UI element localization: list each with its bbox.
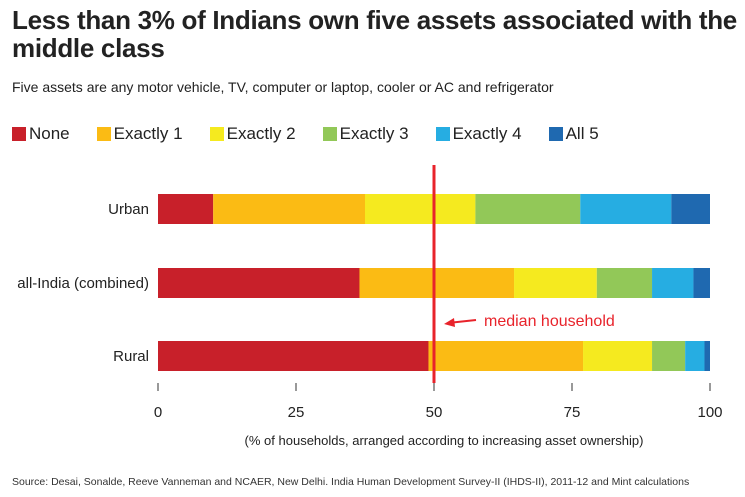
bar-segment-2-4 — [685, 341, 705, 371]
legend-item-2: Exactly 2 — [209, 124, 296, 144]
legend-item-1: Exactly 1 — [96, 124, 183, 144]
legend-swatch-0 — [12, 127, 26, 141]
bar-segment-2-5 — [704, 341, 710, 371]
bar-segment-1-1 — [359, 268, 515, 298]
annotation-arrow-head — [444, 318, 455, 327]
bar-segment-0-1 — [213, 194, 365, 224]
x-tick-label-4: 100 — [697, 404, 722, 421]
legend-item-3: Exactly 3 — [322, 124, 409, 144]
legend-label-5: All 5 — [565, 124, 599, 143]
annotation-label: median household — [484, 313, 615, 330]
chart-title: Less than 3% of Indians own five assets … — [12, 5, 737, 63]
legend-swatch-4 — [435, 127, 450, 141]
legend-item-5: All 5 — [548, 124, 599, 144]
legend-label-4: Exactly 4 — [452, 124, 522, 143]
stacked-bar-chart: Urban all-India (combined) Rural 0 25 50 75 100… — [17, 165, 723, 448]
x-tick-label-1: 25 — [288, 404, 305, 421]
legend-swatch-2 — [209, 127, 224, 141]
category-label-2: Rural — [113, 348, 149, 365]
category-label-1: all-India (combined) — [17, 275, 149, 292]
legend-item-0: None — [12, 124, 70, 144]
source-note: Source: Desai, Sonalde, Reeve Vanneman a… — [12, 476, 690, 488]
x-axis-label: (% of households, arranged according to … — [245, 433, 644, 448]
bar-segment-1-2 — [514, 268, 597, 298]
legend-swatch-1 — [96, 127, 111, 141]
legend-item-4: Exactly 4 — [435, 124, 522, 144]
legend-label-0: None — [29, 124, 70, 143]
bar-segment-2-3 — [652, 341, 686, 371]
bar-segment-0-2 — [365, 194, 476, 224]
legend-label-3: Exactly 3 — [339, 124, 409, 143]
bar-segment-2-1 — [428, 341, 584, 371]
x-tick-label-2: 50 — [426, 404, 443, 421]
bar-segment-1-4 — [652, 268, 694, 298]
x-tick-label-0: 0 — [154, 404, 162, 421]
bar-segment-1-0 — [158, 268, 360, 298]
bar-segment-0-4 — [580, 194, 672, 224]
bar-segment-2-2 — [583, 341, 653, 371]
bar-segment-1-3 — [596, 268, 653, 298]
chart-subtitle: Five assets are any motor vehicle, TV, c… — [12, 79, 554, 95]
legend-swatch-3 — [322, 127, 337, 141]
bar-segment-0-3 — [475, 194, 581, 224]
legend-label-2: Exactly 2 — [226, 124, 296, 143]
chart-legend: None Exactly 1 Exactly 2 Exactly 3 Exactly 4… — [12, 123, 626, 145]
x-tick-label-3: 75 — [564, 404, 581, 421]
bar-segment-0-0 — [158, 194, 214, 224]
category-label-0: Urban — [108, 201, 149, 218]
bar-segment-2-0 — [158, 341, 429, 371]
legend-label-1: Exactly 1 — [113, 124, 183, 143]
legend-swatch-5 — [548, 127, 563, 141]
bar-segment-0-5 — [671, 194, 710, 224]
bar-segment-1-5 — [693, 268, 710, 298]
